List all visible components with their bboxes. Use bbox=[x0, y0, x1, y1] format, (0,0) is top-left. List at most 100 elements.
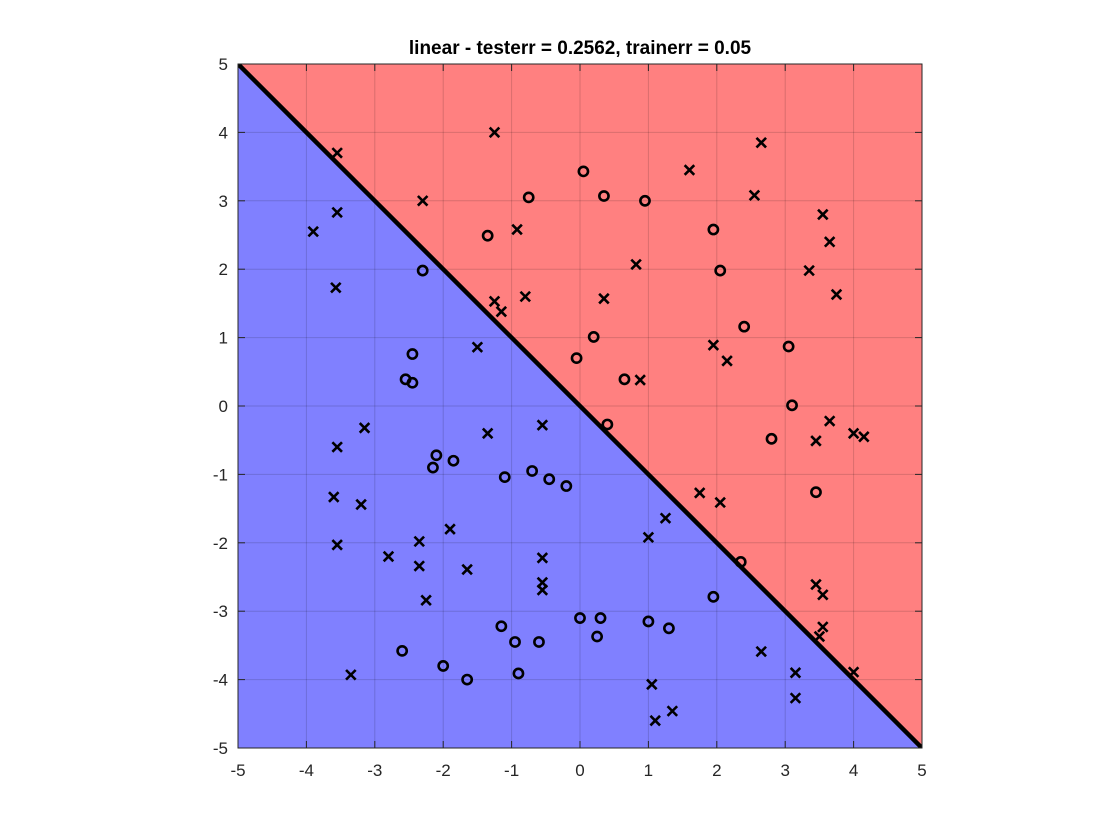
y-tick-label: 1 bbox=[219, 329, 228, 348]
x-marker bbox=[823, 415, 836, 427]
x-marker bbox=[511, 223, 523, 236]
x-marker bbox=[642, 531, 655, 544]
x-marker bbox=[810, 578, 822, 591]
x-marker bbox=[488, 126, 501, 139]
o-marker bbox=[601, 418, 614, 431]
o-marker bbox=[734, 556, 747, 568]
x-marker bbox=[416, 195, 429, 207]
x-tick-label: 4 bbox=[849, 761, 858, 780]
y-tick-label: -3 bbox=[213, 602, 228, 621]
o-marker bbox=[639, 194, 651, 207]
y-tick-label: -4 bbox=[213, 671, 228, 690]
o-marker bbox=[430, 449, 443, 462]
x-marker bbox=[683, 164, 696, 176]
o-marker bbox=[522, 191, 535, 204]
x-tick-label: 2 bbox=[712, 761, 721, 780]
y-tick-label: -1 bbox=[213, 465, 228, 484]
x-marker bbox=[444, 523, 456, 535]
x-marker bbox=[817, 589, 829, 601]
o-marker bbox=[526, 465, 539, 477]
o-marker bbox=[642, 615, 655, 628]
o-marker bbox=[437, 660, 450, 672]
o-marker bbox=[587, 331, 600, 343]
x-marker bbox=[519, 290, 531, 303]
o-marker bbox=[406, 376, 419, 389]
x-marker bbox=[630, 258, 642, 271]
x-marker bbox=[461, 563, 473, 576]
o-marker bbox=[765, 432, 778, 445]
x-marker bbox=[649, 714, 661, 727]
o-marker bbox=[396, 644, 409, 657]
x-marker bbox=[659, 512, 672, 524]
x-marker bbox=[331, 147, 343, 159]
o-marker bbox=[577, 165, 590, 178]
x-tick-label: 5 bbox=[917, 761, 926, 780]
x-marker bbox=[789, 692, 802, 704]
x-marker bbox=[413, 560, 425, 572]
o-marker bbox=[427, 461, 439, 474]
x-marker bbox=[420, 594, 432, 606]
x-marker bbox=[646, 678, 658, 691]
o-marker bbox=[509, 636, 521, 648]
x-marker bbox=[598, 292, 610, 305]
x-marker bbox=[536, 552, 549, 564]
x-tick-label: -4 bbox=[299, 761, 314, 780]
x-marker bbox=[813, 630, 826, 643]
x-tick-label: -5 bbox=[230, 761, 245, 780]
x-marker bbox=[714, 496, 726, 509]
x-marker bbox=[331, 539, 343, 551]
x-marker bbox=[495, 305, 508, 318]
o-marker bbox=[738, 320, 751, 333]
o-marker bbox=[416, 264, 429, 277]
boundary-line bbox=[238, 64, 922, 748]
x-tick-label: 3 bbox=[780, 761, 789, 780]
x-marker bbox=[328, 491, 340, 503]
y-tick-label: 5 bbox=[219, 55, 228, 74]
x-marker bbox=[330, 281, 342, 294]
x-marker bbox=[817, 621, 829, 633]
o-marker bbox=[618, 373, 631, 386]
o-marker bbox=[574, 612, 586, 624]
x-marker bbox=[810, 435, 822, 447]
x-marker bbox=[536, 576, 549, 589]
o-marker bbox=[782, 340, 795, 353]
x-marker bbox=[382, 550, 395, 563]
o-marker bbox=[591, 630, 603, 643]
x-marker bbox=[789, 667, 802, 679]
y-tick-label: 2 bbox=[219, 260, 228, 279]
axes bbox=[237, 63, 923, 749]
y-tick-label: 0 bbox=[219, 397, 228, 416]
x-marker bbox=[817, 208, 829, 221]
y-tick-labels: 5 4 3 2 1 0 -1 -2 -3 -4 -5 bbox=[213, 55, 228, 758]
data-markers bbox=[307, 126, 870, 727]
o-marker bbox=[707, 590, 720, 603]
o-marker bbox=[406, 348, 419, 360]
x-marker bbox=[345, 669, 357, 681]
x-marker bbox=[693, 487, 706, 499]
o-marker bbox=[786, 399, 798, 412]
o-marker bbox=[714, 264, 727, 277]
x-marker bbox=[666, 705, 679, 717]
o-marker bbox=[495, 620, 508, 633]
x-marker bbox=[634, 374, 646, 386]
y-tick-label: -2 bbox=[213, 534, 228, 553]
x-marker bbox=[413, 535, 425, 548]
x-marker bbox=[721, 355, 733, 367]
o-marker bbox=[543, 473, 556, 486]
x-marker bbox=[488, 295, 501, 308]
x-marker bbox=[307, 225, 319, 238]
x-tick-label: -1 bbox=[504, 761, 519, 780]
x-marker bbox=[847, 666, 860, 678]
y-tick-label: -5 bbox=[213, 739, 228, 758]
o-marker bbox=[594, 612, 607, 624]
x-marker bbox=[858, 431, 870, 443]
x-marker bbox=[707, 339, 720, 351]
x-marker bbox=[358, 422, 371, 434]
o-marker bbox=[707, 223, 720, 236]
x-marker bbox=[755, 136, 767, 149]
x-marker bbox=[847, 427, 860, 440]
x-marker bbox=[536, 419, 549, 431]
chart-title: linear - testerr = 0.2562, trainerr = 0.… bbox=[409, 38, 752, 59]
x-tick-label: 1 bbox=[644, 761, 653, 780]
o-marker bbox=[533, 636, 545, 648]
